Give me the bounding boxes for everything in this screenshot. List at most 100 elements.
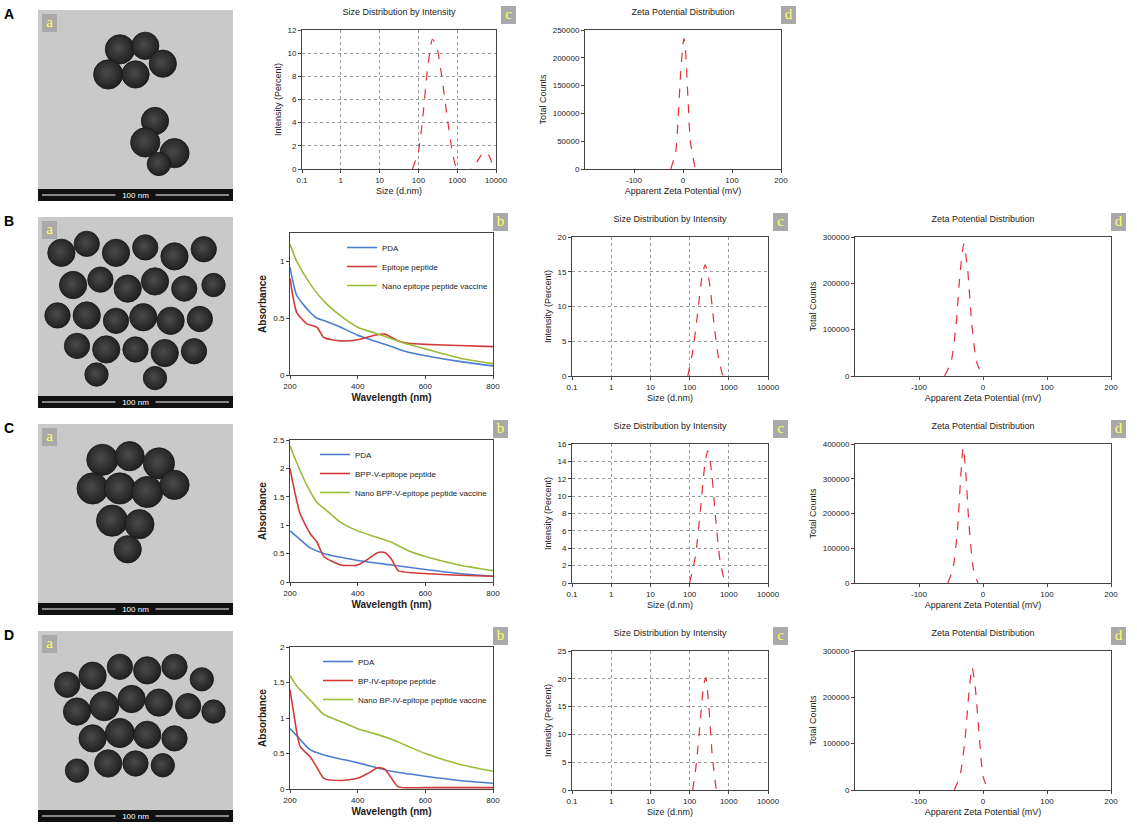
svg-text:PDA: PDA	[382, 244, 399, 253]
svg-text:1000: 1000	[720, 590, 738, 599]
svg-text:2: 2	[280, 464, 285, 473]
svg-text:100000: 100000	[553, 109, 580, 118]
svg-text:10: 10	[646, 383, 655, 392]
svg-text:400: 400	[351, 382, 365, 391]
svg-text:Absorbance: Absorbance	[257, 482, 268, 540]
svg-text:Size Distribution by Intensity: Size Distribution by Intensity	[613, 628, 727, 638]
svg-text:-100: -100	[911, 590, 928, 599]
svg-text:BP-IV-epitope peptide: BP-IV-epitope peptide	[358, 677, 436, 686]
svg-text:-100: -100	[911, 797, 928, 806]
svg-text:10: 10	[557, 730, 566, 739]
svg-text:Apparent Zeta Potential (mV): Apparent Zeta Potential (mV)	[925, 600, 1042, 610]
svg-text:2: 2	[280, 643, 285, 652]
svg-text:10000: 10000	[757, 383, 780, 392]
svg-text:300000: 300000	[823, 233, 850, 242]
svg-text:0: 0	[292, 165, 297, 174]
svg-text:100: 100	[1040, 797, 1054, 806]
svg-text:300000: 300000	[823, 475, 850, 484]
svg-text:0.5: 0.5	[273, 314, 285, 323]
svg-text:Zeta Potential Distribution: Zeta Potential Distribution	[931, 628, 1034, 638]
svg-text:Absorbance: Absorbance	[257, 689, 268, 747]
svg-text:0.1: 0.1	[566, 383, 578, 392]
svg-text:Wavelength (nm): Wavelength (nm)	[351, 599, 431, 610]
svg-text:200: 200	[283, 796, 297, 805]
svg-text:4: 4	[292, 118, 297, 127]
svg-text:Epitope peptide: Epitope peptide	[382, 263, 438, 272]
svg-text:100000: 100000	[823, 544, 850, 553]
svg-text:Size Distribution by Intensity: Size Distribution by Intensity	[613, 214, 727, 224]
svg-text:0: 0	[575, 165, 580, 174]
svg-text:100: 100	[683, 797, 697, 806]
svg-text:10: 10	[557, 302, 566, 311]
svg-text:0: 0	[845, 579, 850, 588]
svg-text:0: 0	[280, 578, 285, 587]
svg-text:200000: 200000	[553, 54, 580, 63]
svg-text:250000: 250000	[553, 26, 580, 35]
svg-text:4: 4	[562, 544, 567, 553]
svg-text:Nano epitope peptide vaccine: Nano epitope peptide vaccine	[382, 282, 488, 291]
svg-text:Size (d.nm): Size (d.nm)	[647, 393, 693, 403]
svg-text:600: 600	[419, 796, 433, 805]
svg-text:0: 0	[981, 590, 986, 599]
svg-text:Nano BP-IV-epitope peptide vac: Nano BP-IV-epitope peptide vaccine	[358, 696, 487, 705]
svg-text:0: 0	[845, 372, 850, 381]
svg-text:10000: 10000	[757, 590, 780, 599]
svg-text:1: 1	[609, 797, 614, 806]
svg-text:0.1: 0.1	[566, 590, 578, 599]
svg-text:10000: 10000	[757, 797, 780, 806]
svg-text:14: 14	[557, 457, 566, 466]
svg-text:PDA: PDA	[355, 451, 372, 460]
svg-text:-100: -100	[911, 383, 928, 392]
svg-text:10: 10	[646, 590, 655, 599]
svg-text:12: 12	[287, 26, 296, 35]
svg-text:Total Counts: Total Counts	[808, 281, 818, 332]
svg-text:Apparent Zeta Potential (mV): Apparent Zeta Potential (mV)	[925, 807, 1042, 817]
svg-text:50000: 50000	[557, 137, 580, 146]
svg-text:Intensity (Percent): Intensity (Percent)	[273, 63, 283, 136]
svg-text:100: 100	[412, 176, 426, 185]
svg-text:12: 12	[557, 475, 566, 484]
svg-text:1: 1	[280, 257, 285, 266]
svg-text:Intensity (Percent): Intensity (Percent)	[543, 684, 553, 757]
svg-text:Wavelength (nm): Wavelength (nm)	[351, 392, 431, 403]
svg-text:10: 10	[557, 492, 566, 501]
svg-text:100: 100	[683, 590, 697, 599]
svg-text:800: 800	[486, 796, 500, 805]
svg-text:100 nm: 100 nm	[122, 605, 149, 614]
svg-text:100 nm: 100 nm	[122, 398, 149, 407]
svg-text:800: 800	[486, 589, 500, 598]
svg-text:1000: 1000	[448, 176, 466, 185]
svg-text:6: 6	[292, 95, 297, 104]
svg-text:200: 200	[1104, 590, 1118, 599]
svg-text:20: 20	[557, 675, 566, 684]
svg-text:0: 0	[562, 579, 567, 588]
svg-text:16: 16	[557, 440, 566, 449]
svg-text:Nano BPP-V-epitope peptide vac: Nano BPP-V-epitope peptide vaccine	[355, 489, 487, 498]
svg-text:Intensity (Percent): Intensity (Percent)	[543, 270, 553, 343]
svg-text:0.5: 0.5	[273, 549, 285, 558]
svg-text:100: 100	[1040, 383, 1054, 392]
svg-text:15: 15	[557, 702, 566, 711]
svg-text:200000: 200000	[823, 693, 850, 702]
svg-text:Size Distribution by Intensity: Size Distribution by Intensity	[342, 7, 456, 17]
svg-text:1000: 1000	[720, 797, 738, 806]
svg-text:Zeta Potential Distribution: Zeta Potential Distribution	[931, 421, 1034, 431]
svg-text:10: 10	[646, 797, 655, 806]
svg-text:600: 600	[419, 382, 433, 391]
svg-text:200: 200	[283, 382, 297, 391]
svg-text:Total Counts: Total Counts	[808, 488, 818, 539]
svg-text:Apparent Zeta Potential (mV): Apparent Zeta Potential (mV)	[925, 393, 1042, 403]
svg-text:8: 8	[562, 509, 567, 518]
svg-text:400: 400	[351, 796, 365, 805]
svg-text:Size (d.nm): Size (d.nm)	[647, 600, 693, 610]
svg-text:200: 200	[774, 176, 788, 185]
svg-text:15: 15	[557, 268, 566, 277]
svg-text:10: 10	[287, 49, 296, 58]
svg-text:0: 0	[681, 176, 686, 185]
svg-text:0: 0	[845, 786, 850, 795]
svg-text:Intensity (Percent): Intensity (Percent)	[543, 477, 553, 550]
svg-text:0.5: 0.5	[273, 749, 285, 758]
svg-text:8: 8	[292, 72, 297, 81]
svg-text:1: 1	[280, 521, 285, 530]
svg-text:1.5: 1.5	[273, 493, 285, 502]
